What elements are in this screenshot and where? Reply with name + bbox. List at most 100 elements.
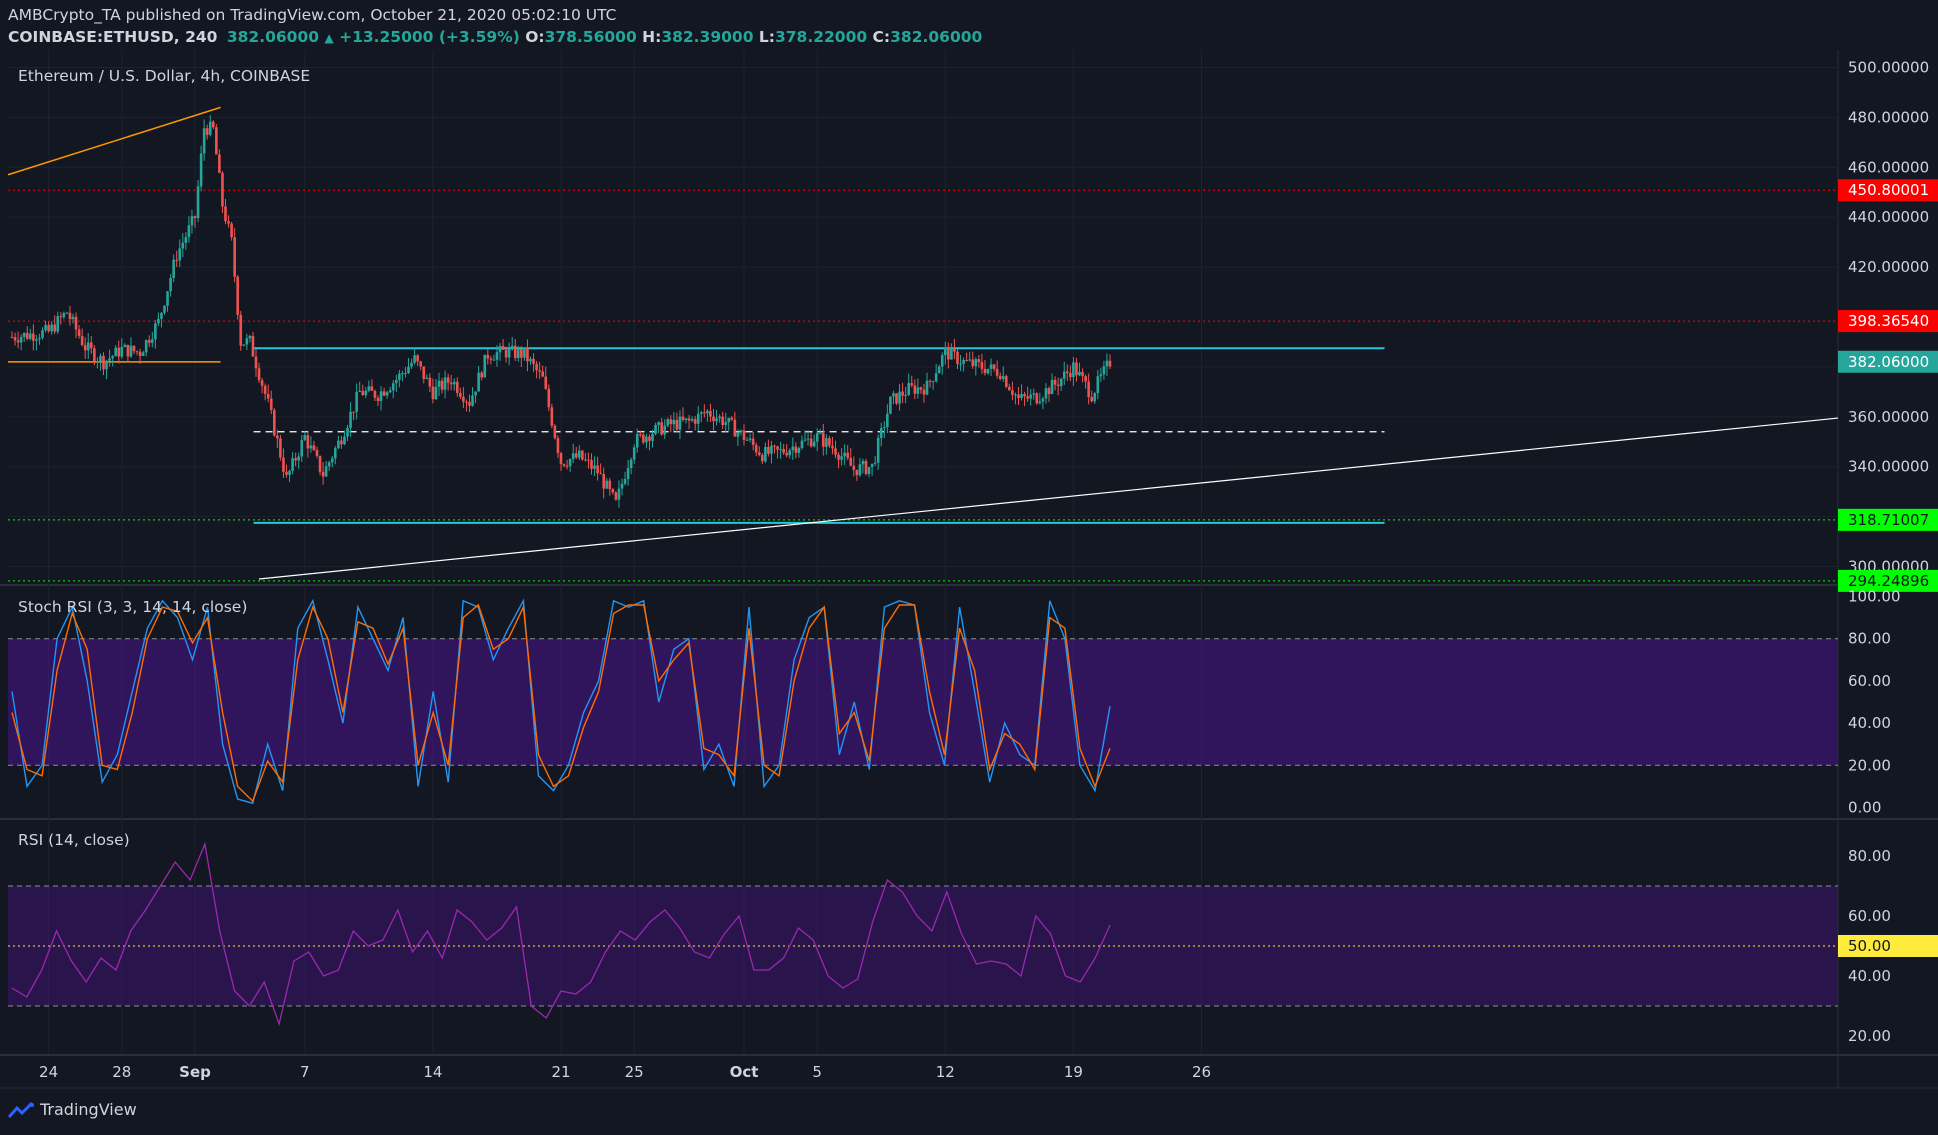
- candle: [273, 408, 276, 437]
- candle-body: [681, 416, 685, 420]
- candle-body: [602, 474, 605, 489]
- candle-body: [468, 401, 471, 406]
- candle-body: [663, 425, 666, 435]
- candle: [187, 216, 191, 243]
- candle: [227, 215, 230, 228]
- candle: [291, 452, 294, 475]
- candle-body: [282, 457, 285, 472]
- candle-body: [236, 276, 239, 315]
- candle: [883, 421, 886, 439]
- time-tick-label: 7: [300, 1063, 310, 1081]
- candle: [25, 326, 29, 341]
- candle-body: [407, 366, 410, 374]
- candle: [388, 386, 392, 394]
- candle-body: [120, 347, 124, 357]
- candle: [340, 435, 343, 449]
- candle: [407, 358, 410, 375]
- candle: [742, 424, 746, 446]
- candle-body: [706, 410, 709, 414]
- candle-body: [483, 354, 487, 378]
- candle-body: [337, 440, 340, 449]
- candle: [285, 464, 288, 478]
- candle-body: [800, 440, 804, 449]
- stoch-band-fill: [8, 638, 1838, 766]
- candle-body: [944, 347, 947, 356]
- candle-body: [916, 387, 920, 394]
- candle: [568, 458, 572, 473]
- candle: [245, 333, 249, 351]
- candle-body: [825, 438, 828, 447]
- candle: [1005, 374, 1008, 389]
- tradingview-brand[interactable]: TradingView: [8, 1100, 137, 1119]
- candle: [35, 334, 38, 351]
- time-tick-label: Oct: [730, 1063, 759, 1081]
- time-tick-label: 14: [423, 1063, 442, 1081]
- candle-body: [1014, 394, 1017, 396]
- candle-body: [922, 389, 926, 395]
- candle-body: [1047, 388, 1051, 395]
- tradingview-logo-icon: [8, 1101, 34, 1118]
- candle-body: [151, 339, 154, 343]
- candle-body: [745, 439, 749, 441]
- candle-body: [358, 390, 361, 392]
- candle-body: [443, 377, 447, 390]
- candle: [870, 463, 874, 476]
- candle: [541, 365, 544, 378]
- candle-body: [864, 461, 868, 474]
- candle-body: [645, 436, 648, 443]
- candle: [995, 360, 999, 379]
- candle-body: [593, 465, 596, 469]
- candle: [452, 378, 456, 391]
- candle-body: [672, 419, 676, 425]
- candle-body: [660, 422, 663, 435]
- candle-body: [1084, 376, 1087, 382]
- candle-body: [809, 438, 813, 447]
- candle-body: [19, 337, 23, 343]
- candle-body: [727, 417, 731, 423]
- candle: [645, 433, 648, 449]
- candle-body: [346, 427, 349, 437]
- candle: [385, 390, 389, 399]
- high-label: H:: [642, 28, 662, 46]
- candle-body: [581, 450, 584, 460]
- candle-body: [556, 438, 560, 453]
- candle: [632, 444, 636, 464]
- candle: [419, 360, 422, 371]
- candle-body: [321, 471, 325, 477]
- candle: [416, 354, 419, 366]
- candle: [843, 444, 846, 466]
- candle: [1011, 381, 1014, 401]
- candle: [196, 179, 200, 222]
- candle: [32, 324, 35, 351]
- time-tick-label: 28: [112, 1063, 131, 1081]
- last-price: 382.06000: [226, 28, 320, 46]
- candle-body: [919, 387, 923, 390]
- candle-body: [953, 348, 956, 352]
- candle: [260, 377, 264, 394]
- candle-body: [1090, 397, 1093, 402]
- candle: [791, 437, 795, 460]
- candle-body: [507, 348, 511, 358]
- candle-body: [193, 216, 197, 219]
- candle-body: [221, 172, 224, 207]
- candle: [626, 459, 630, 486]
- candle-body: [300, 440, 304, 457]
- candle: [910, 375, 914, 388]
- candle: [300, 434, 304, 462]
- candle-body: [532, 358, 535, 364]
- candle-body: [489, 358, 493, 360]
- candle-body: [791, 446, 795, 451]
- candle-body: [35, 339, 38, 341]
- candle-body: [370, 386, 374, 391]
- candle: [309, 436, 313, 453]
- candle-body: [611, 489, 615, 493]
- candle-body: [879, 428, 883, 438]
- close-label: C:: [872, 28, 891, 46]
- stoch-tick-label: 60.00: [1848, 672, 1891, 690]
- candle-body: [172, 259, 175, 278]
- candle: [178, 239, 182, 268]
- candle-body: [907, 383, 910, 396]
- time-tick-label: 21: [551, 1063, 570, 1081]
- candle-body: [568, 459, 572, 467]
